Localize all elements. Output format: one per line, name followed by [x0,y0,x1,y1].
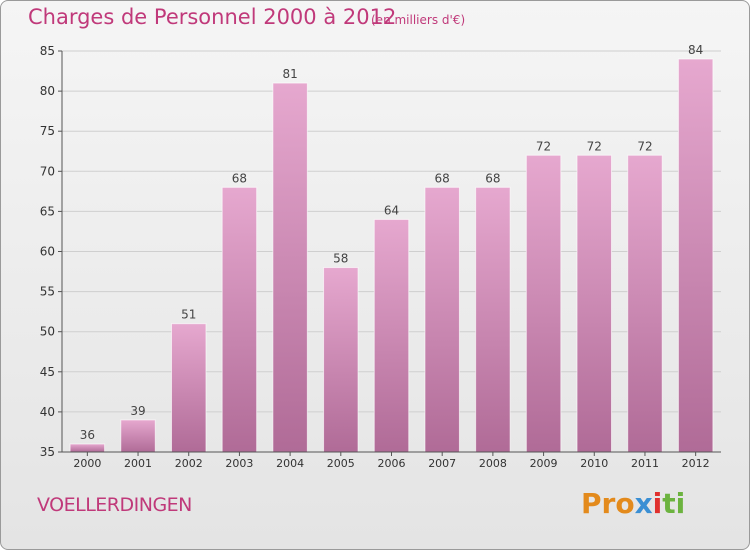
data-label-2005: 58 [333,252,348,266]
bar-2005 [323,267,359,453]
data-label-2012: 84 [688,43,703,57]
proxiti-logo: Proxiti [581,487,685,520]
y-tick-label: 75 [40,124,55,138]
y-tick-label: 80 [40,84,55,98]
data-label-2007: 68 [435,171,450,185]
y-tick-label: 70 [40,164,55,178]
y-tick-label: 85 [40,44,55,58]
x-tick-label-2000: 2000 [73,457,101,470]
x-tick-label-2008: 2008 [479,457,507,470]
x-tick-label-2001: 2001 [124,457,152,470]
y-tick-label: 65 [40,204,55,218]
data-label-2010: 72 [587,139,602,153]
data-label-2008: 68 [485,171,500,185]
bar-2003 [221,186,258,453]
bar-2001 [120,419,156,453]
data-label-2002: 51 [181,308,196,322]
data-label-2011: 72 [637,139,652,153]
commune-name: VOELLERDINGEN [37,494,192,516]
logo-part-1: Pro [581,487,635,520]
data-label-2009: 72 [536,139,551,153]
x-tick-label-2003: 2003 [225,457,253,470]
bar-2006 [373,218,410,453]
bar-2004 [272,82,308,453]
bar-2012 [677,58,714,453]
bar-2009 [525,154,562,453]
bar-2002 [170,323,207,453]
y-tick-label: 35 [40,445,55,459]
logo-part-3: i [652,487,663,520]
bar-2011 [627,154,663,453]
x-tick-label-2011: 2011 [631,457,659,470]
bar-2008 [475,186,511,453]
chart-subtitle: (en milliers d'€) [371,13,466,27]
x-tick-label-2010: 2010 [580,457,608,470]
y-tick-label: 50 [40,325,55,339]
x-tick-label-2002: 2002 [175,457,203,470]
logo-part-4: ti [662,487,686,520]
y-tick-label: 55 [40,285,55,299]
x-tick-label-2007: 2007 [428,457,456,470]
y-tick-label: 40 [40,405,55,419]
bar-2000 [69,443,106,453]
data-label-2003: 68 [232,171,247,185]
data-label-2000: 36 [80,428,95,442]
x-tick-label-2005: 2005 [327,457,355,470]
data-label-2004: 81 [282,67,297,81]
x-tick-label-2006: 2006 [378,457,406,470]
data-label-2006: 64 [384,203,399,217]
logo-part-2: x [634,487,653,520]
chart-title: Charges de Personnel 2000 à 2012 [28,5,397,29]
y-tick-label: 60 [40,245,55,259]
bar-2007 [424,186,460,453]
data-label-2001: 39 [130,404,145,418]
x-tick-label-2009: 2009 [530,457,558,470]
y-tick-label: 45 [40,365,55,379]
x-tick-label-2012: 2012 [682,457,710,470]
x-tick-label-2004: 2004 [276,457,304,470]
bar-2010 [576,154,613,453]
